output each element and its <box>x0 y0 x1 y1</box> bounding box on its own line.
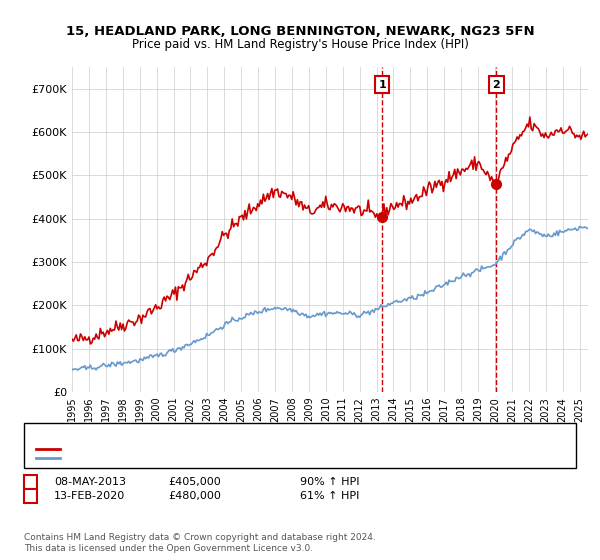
Text: 61% ↑ HPI: 61% ↑ HPI <box>300 491 359 501</box>
Text: 2: 2 <box>27 491 34 501</box>
Text: 2: 2 <box>493 80 500 90</box>
Text: 15, HEADLAND PARK, LONG BENNINGTON, NEWARK, NG23 5FN (detached house): 15, HEADLAND PARK, LONG BENNINGTON, NEWA… <box>66 444 489 454</box>
Text: HPI: Average price, detached house, South Kesteven: HPI: Average price, detached house, Sout… <box>66 453 340 463</box>
Text: 15, HEADLAND PARK, LONG BENNINGTON, NEWARK, NG23 5FN: 15, HEADLAND PARK, LONG BENNINGTON, NEWA… <box>65 25 535 38</box>
Text: 90% ↑ HPI: 90% ↑ HPI <box>300 477 359 487</box>
Text: Contains HM Land Registry data © Crown copyright and database right 2024.
This d: Contains HM Land Registry data © Crown c… <box>24 533 376 553</box>
Text: Price paid vs. HM Land Registry's House Price Index (HPI): Price paid vs. HM Land Registry's House … <box>131 38 469 50</box>
Text: £405,000: £405,000 <box>168 477 221 487</box>
Text: £480,000: £480,000 <box>168 491 221 501</box>
Text: 13-FEB-2020: 13-FEB-2020 <box>54 491 125 501</box>
Text: 1: 1 <box>27 477 34 487</box>
Text: 1: 1 <box>378 80 386 90</box>
Text: 08-MAY-2013: 08-MAY-2013 <box>54 477 126 487</box>
